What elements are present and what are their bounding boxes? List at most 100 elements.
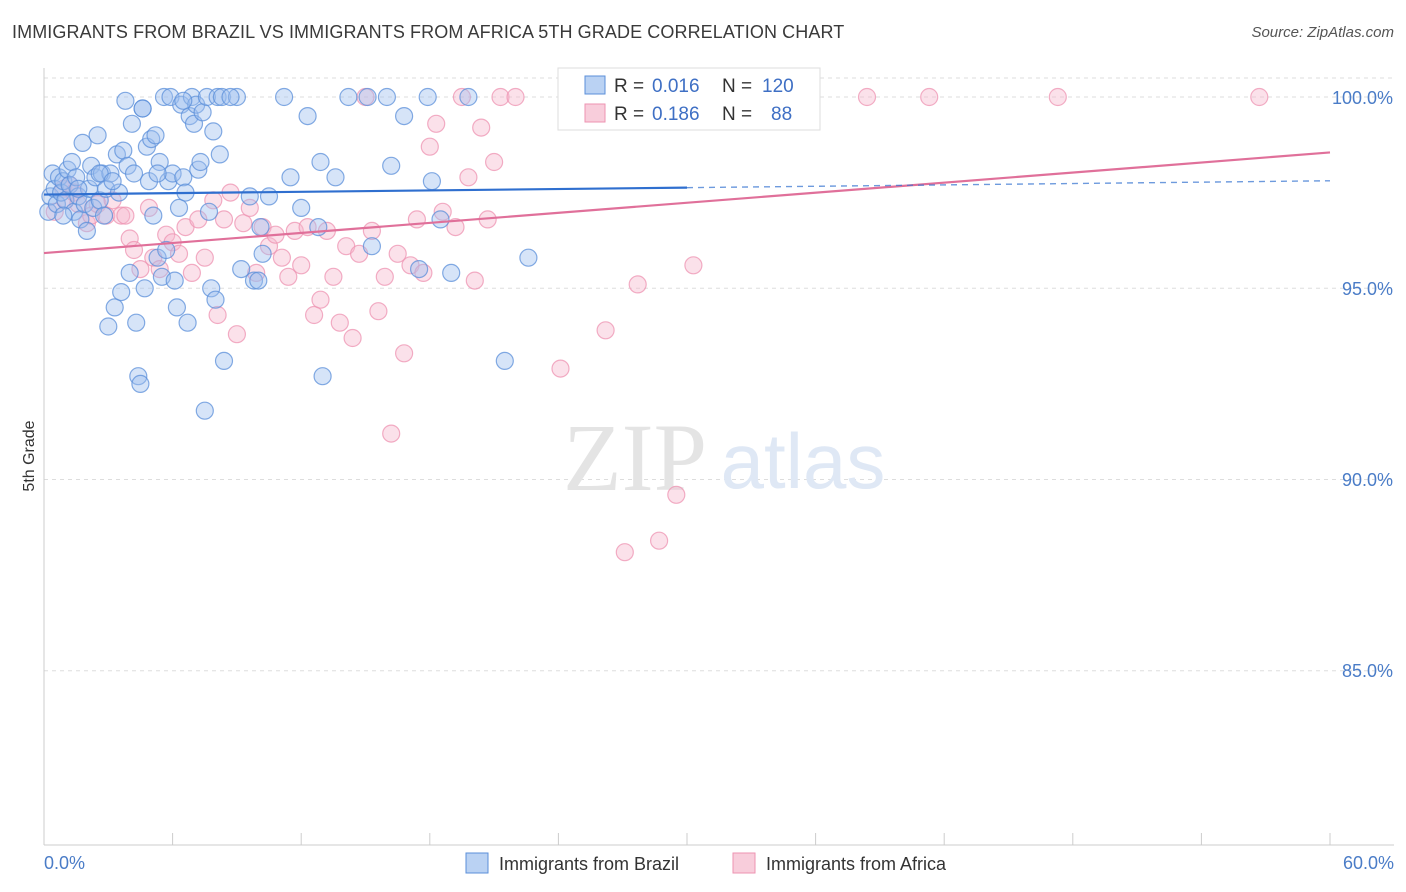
- africa-point-85: [920, 87, 939, 107]
- legend-label-brazil: Immigrants from Brazil: [499, 854, 679, 874]
- x-tick-label-min: 0.0%: [44, 853, 85, 873]
- y-tick-label-95: 95.0%: [1342, 279, 1393, 299]
- africa-point-70: [491, 87, 510, 107]
- brazil-point-88: [253, 244, 272, 263]
- legend-swatch-africa: [732, 852, 756, 874]
- africa-point-60: [420, 137, 439, 156]
- stats-swatch-africa: [584, 103, 606, 123]
- africa-point-28: [214, 210, 234, 229]
- brazil-point-74: [199, 202, 219, 221]
- brazil-point-37: [120, 263, 139, 282]
- brazil-point-48: [144, 206, 163, 225]
- brazil-point-98: [339, 87, 358, 107]
- africa-point-63: [446, 218, 465, 237]
- brazil-point-64: [178, 313, 197, 332]
- brazil-point-75: [202, 279, 221, 298]
- brazil-point-90: [275, 87, 294, 107]
- africa-point-30: [227, 325, 246, 344]
- africa-point-46: [330, 313, 349, 332]
- brazil-point-114: [103, 172, 122, 191]
- brazil-point-117: [174, 91, 193, 110]
- brazil-point-70: [191, 152, 210, 172]
- africa-point-54: [382, 424, 401, 443]
- brazil-point-57: [163, 164, 182, 183]
- brazil-point-30: [105, 298, 124, 317]
- africa-point-62: [433, 202, 452, 221]
- legend-swatch-brazil: [465, 852, 489, 874]
- africa-point-55: [388, 244, 407, 263]
- africa-point-48: [343, 328, 362, 348]
- brazil-point-118: [221, 87, 240, 107]
- africa-point-38: [279, 267, 298, 286]
- brazil-point-99: [358, 87, 377, 107]
- brazil-point-44: [135, 279, 154, 298]
- chart-title: IMMIGRANTS FROM BRAZIL VS IMMIGRANTS FRO…: [12, 22, 845, 42]
- africa-point-24: [189, 210, 208, 229]
- africa-point-75: [596, 321, 615, 340]
- stats-n-label-africa: N =: [722, 104, 752, 125]
- source-credit: Source: ZipAtlas.com: [1251, 24, 1394, 41]
- brazil-point-42: [131, 374, 150, 393]
- x-tick-label-max: 60.0%: [1343, 853, 1394, 873]
- stats-n-label-brazil: N =: [722, 76, 752, 97]
- stats-r-value-brazil: 0.016: [652, 76, 700, 97]
- brazil-point-84: [240, 187, 259, 206]
- watermark-zip: ZIP: [563, 404, 707, 511]
- brazil-point-91: [281, 168, 300, 187]
- stats-box: R = 0.016 N = 120 R = 0.186 N = 88: [557, 67, 821, 131]
- brazil-point-107: [431, 210, 450, 229]
- stats-r-label-brazil: R =: [614, 76, 644, 97]
- brazil-point-85: [244, 271, 264, 290]
- brazil-point-93: [298, 106, 317, 126]
- trend-lines: [43, 151, 1331, 255]
- brazil-point-119: [54, 206, 73, 225]
- brazil-point-40: [127, 313, 146, 332]
- brazil-point-95: [311, 152, 330, 172]
- brazil-point-60: [169, 198, 189, 217]
- stats-r-value-africa: 0.186: [652, 104, 700, 125]
- africa-point-25: [195, 248, 214, 267]
- africa-point-66: [465, 271, 484, 290]
- watermark-atlas: atlas: [721, 417, 886, 505]
- brazil-trend-line: [43, 186, 688, 196]
- brazil-point-103: [395, 106, 414, 126]
- y-tick-labels: 100.0% 95.0% 90.0% 85.0%: [1332, 88, 1393, 681]
- africa-point-27: [208, 305, 227, 325]
- brazil-point-86: [249, 271, 268, 290]
- brazil-point-38: [122, 114, 141, 133]
- africa-point-51: [362, 221, 381, 240]
- africa-point-43: [311, 290, 330, 309]
- brazil-point-82: [227, 87, 246, 107]
- brazil-points: [39, 87, 538, 420]
- y-tick-label-90: 90.0%: [1342, 470, 1393, 490]
- africa-point-52: [369, 302, 388, 321]
- africa-trend-line: [43, 151, 1331, 255]
- brazil-point-111: [519, 248, 538, 267]
- brazil-point-115: [133, 99, 152, 118]
- africa-point-14: [124, 240, 144, 260]
- brazil-point-23: [88, 126, 107, 145]
- africa-point-72: [551, 359, 570, 378]
- brazil-point-51: [150, 152, 169, 172]
- brazil-point-26: [94, 206, 114, 225]
- legend: Immigrants from Brazil Immigrants from A…: [465, 852, 947, 874]
- brazil-point-77: [206, 290, 225, 309]
- brazil-point-87: [251, 218, 270, 237]
- africa-point-56: [395, 344, 414, 363]
- y-axis-label: 5th Grade: [21, 420, 38, 491]
- brazil-point-11: [62, 152, 82, 172]
- brazil-point-100: [362, 237, 381, 256]
- africa-point-71: [506, 87, 525, 107]
- brazil-point-109: [459, 87, 478, 107]
- brazil-point-79: [210, 145, 229, 164]
- brazil-point-49: [146, 126, 165, 145]
- brazil-point-58: [165, 271, 184, 290]
- africa-point-69: [485, 152, 504, 172]
- africa-point-78: [649, 531, 669, 550]
- africa-point-67: [472, 118, 491, 137]
- africa-point-42: [305, 305, 324, 325]
- gridlines: [44, 77, 1394, 672]
- brazil-point-78: [208, 87, 227, 107]
- africa-point-23: [182, 263, 201, 282]
- brazil-trend-line-extension: [686, 180, 1331, 189]
